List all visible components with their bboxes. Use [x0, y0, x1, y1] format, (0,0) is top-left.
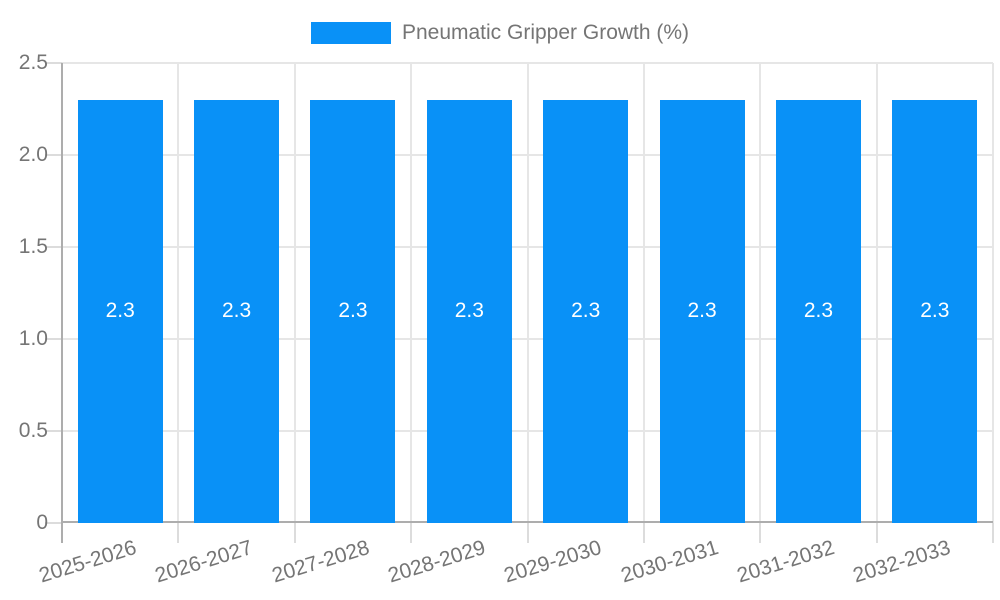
legend-swatch — [310, 22, 391, 44]
bar — [194, 99, 280, 523]
y-tick — [45, 522, 62, 524]
gridline-vertical — [410, 63, 413, 523]
y-tick-label: 0 — [36, 511, 48, 534]
y-tick — [45, 154, 62, 156]
gridline-vertical — [642, 63, 645, 523]
y-tick-label: 2.5 — [18, 51, 48, 74]
y-tick-label: 2.0 — [18, 143, 48, 166]
x-tick-label: 2028-2029 — [385, 536, 489, 588]
x-tick — [642, 523, 645, 543]
bar — [77, 99, 163, 523]
y-tick-label: 1.5 — [18, 235, 48, 258]
x-tick-label: 2025-2026 — [36, 536, 139, 588]
x-tick-label: 2027-2028 — [268, 536, 372, 588]
gridline-vertical — [875, 63, 878, 523]
x-tick — [875, 523, 878, 543]
y-axis-line — [61, 63, 63, 543]
bar — [426, 99, 512, 523]
gridline-vertical — [992, 63, 994, 523]
legend-label: Pneumatic Gripper Growth (%) — [401, 21, 690, 44]
y-tick — [45, 338, 62, 340]
y-tick-label: 0.5 — [18, 419, 48, 442]
bar-value-label: 2.3 — [920, 299, 950, 323]
bar-value-label: 2.3 — [105, 299, 135, 323]
bar-value-label: 2.3 — [687, 299, 717, 323]
bar-value-label: 2.3 — [338, 299, 368, 323]
y-tick — [45, 430, 62, 432]
gridline-vertical — [526, 63, 529, 523]
y-tick — [45, 246, 62, 248]
x-tick — [177, 523, 180, 543]
x-tick — [759, 523, 762, 543]
bar — [775, 99, 861, 523]
bar — [543, 99, 629, 523]
bar-value-label: 2.3 — [454, 299, 484, 323]
gridline-vertical — [293, 63, 296, 523]
x-tick-label: 2032-2033 — [850, 536, 954, 588]
x-tick — [992, 523, 994, 543]
bar-value-label: 2.3 — [571, 299, 601, 323]
x-tick-label: 2026-2027 — [152, 536, 256, 588]
y-tick — [45, 62, 62, 64]
x-tick-label: 2029-2030 — [501, 536, 605, 588]
x-tick — [526, 523, 529, 543]
gridline-vertical — [177, 63, 180, 523]
x-tick — [410, 523, 413, 543]
x-axis-line — [62, 521, 993, 523]
bar — [310, 99, 396, 523]
y-tick-label: 1.0 — [18, 327, 48, 350]
bar-value-label: 2.3 — [221, 299, 252, 323]
gridline-vertical — [759, 63, 762, 523]
bar — [659, 99, 745, 523]
bar — [892, 99, 978, 523]
x-tick-label: 2030-2031 — [618, 536, 721, 588]
x-tick-label: 2031-2032 — [734, 536, 838, 588]
x-tick — [293, 523, 296, 543]
legend: Pneumatic Gripper Growth (%) — [0, 21, 1000, 45]
bar-value-label: 2.3 — [803, 299, 834, 323]
